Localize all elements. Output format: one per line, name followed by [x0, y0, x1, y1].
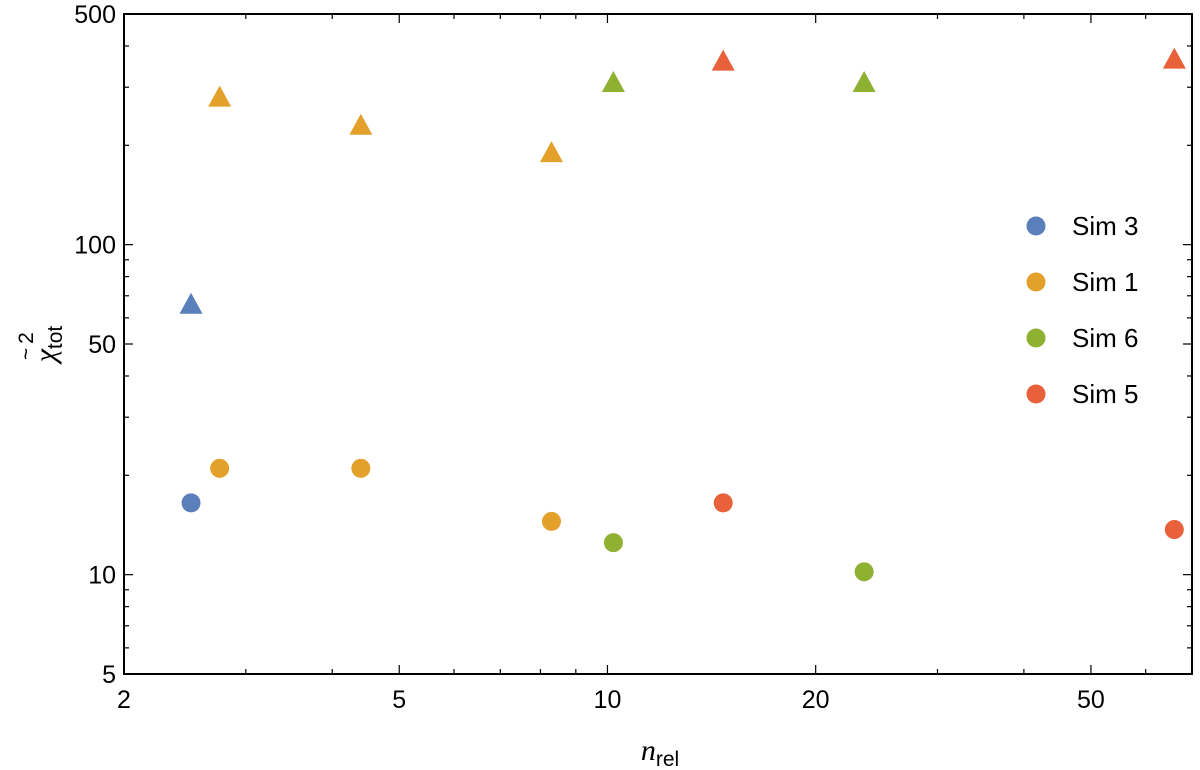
circle-point: [210, 458, 230, 478]
x-tick-label: 20: [802, 686, 830, 714]
legend-label: Sim 3: [1072, 211, 1138, 241]
svg-text:~: ~: [15, 348, 38, 360]
y-tick-label: 5: [102, 661, 116, 689]
triangle-point: [852, 71, 876, 93]
legend-label: Sim 6: [1072, 323, 1138, 353]
triangle-point: [208, 85, 232, 107]
legend-marker: [1026, 384, 1046, 404]
triangle-point: [711, 49, 735, 71]
triangle-point: [601, 71, 625, 93]
circle-point: [603, 533, 623, 553]
circle-point: [713, 493, 733, 513]
legend-label: Sim 1: [1072, 267, 1138, 297]
circle-point: [181, 493, 201, 513]
triangle-point: [179, 292, 203, 314]
triangle-point: [349, 113, 373, 135]
data-points: [179, 47, 1186, 582]
x-tick-label: 50: [1077, 686, 1105, 714]
y-tick-label: 100: [74, 232, 116, 260]
legend-marker: [1026, 216, 1046, 236]
svg-text:χtot: χtot: [29, 326, 67, 366]
svg-text:2: 2: [15, 332, 38, 344]
triangle-point: [539, 141, 563, 163]
legend: Sim 3 Sim 1 Sim 6 Sim 5: [1026, 211, 1138, 409]
x-tick-label: 2: [117, 686, 131, 714]
axis-ticks: [123, 13, 1193, 675]
x-tick-label: 10: [594, 686, 622, 714]
legend-marker: [1026, 272, 1046, 292]
legend-marker: [1026, 328, 1046, 348]
circle-point: [1164, 520, 1184, 540]
legend-label: Sim 5: [1072, 379, 1138, 409]
circle-point: [351, 458, 371, 478]
y-tick-label: 50: [88, 331, 116, 359]
triangle-point: [1162, 47, 1186, 69]
x-tick-label: 5: [392, 686, 406, 714]
y-tick-label: 10: [88, 562, 116, 590]
x-axis-title: nrel: [641, 734, 679, 770]
circle-point: [541, 511, 561, 531]
y-tick-label: 500: [74, 1, 116, 29]
y-axis-title: χtot ~ 2: [15, 326, 67, 366]
circle-point: [854, 562, 874, 582]
